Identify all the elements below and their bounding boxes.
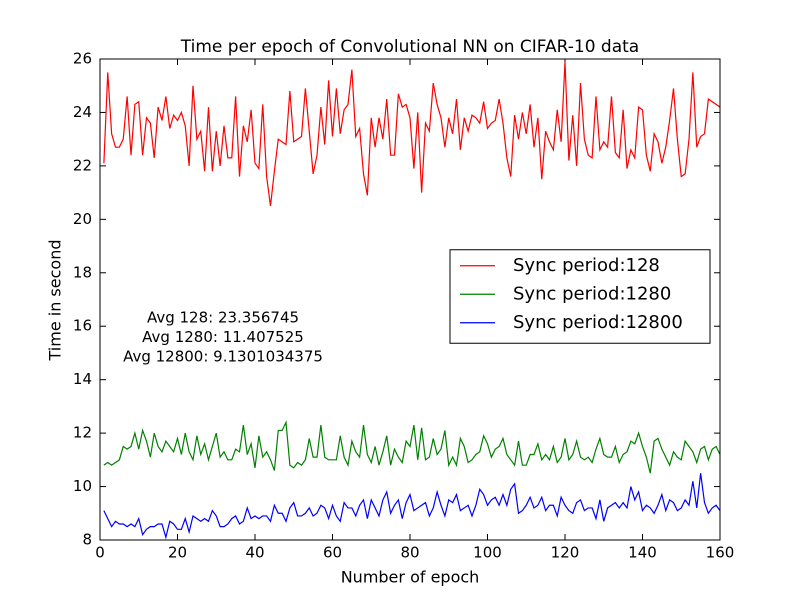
- x-tick-label: 100: [473, 544, 502, 562]
- x-tick-label: 60: [323, 544, 342, 562]
- y-tick-label: 26: [73, 50, 92, 68]
- y-tick-label: 22: [73, 156, 92, 174]
- annotation: Avg 1280: 11.407525: [142, 328, 304, 346]
- annotation: Avg 128: 23.356745: [147, 309, 299, 327]
- legend-label: Sync period:1280: [513, 283, 671, 304]
- y-tick-label: 16: [73, 317, 92, 335]
- legend-label: Sync period:128: [513, 255, 660, 276]
- y-tick-label: 10: [73, 477, 92, 495]
- y-tick-label: 18: [73, 263, 92, 281]
- x-tick-label: 20: [168, 544, 187, 562]
- y-tick-label: 20: [73, 210, 92, 228]
- y-axis-label: Time in second: [46, 240, 65, 362]
- x-tick-label: 40: [245, 544, 264, 562]
- x-tick-label: 120: [551, 544, 580, 562]
- series-line: [103, 61, 721, 207]
- x-tick-label: 140: [628, 544, 657, 562]
- y-tick-label: 14: [73, 370, 92, 388]
- series-line: [103, 420, 721, 474]
- plot-frame: [99, 58, 721, 541]
- legend-label: Sync period:12800: [513, 312, 683, 333]
- y-tick-label: 12: [73, 424, 92, 442]
- y-tick-label: 8: [82, 531, 92, 549]
- x-tick-label: 0: [95, 544, 105, 562]
- y-tick-label: 24: [73, 103, 92, 121]
- annotation: Avg 12800: 9.1301034375: [123, 348, 323, 366]
- x-tick-label: 80: [400, 544, 419, 562]
- x-axis-label: Number of epoch: [341, 568, 480, 587]
- x-tick-label: 160: [706, 544, 735, 562]
- series-line: [103, 473, 721, 540]
- chart-title: Time per epoch of Convolutional NN on CI…: [180, 37, 639, 57]
